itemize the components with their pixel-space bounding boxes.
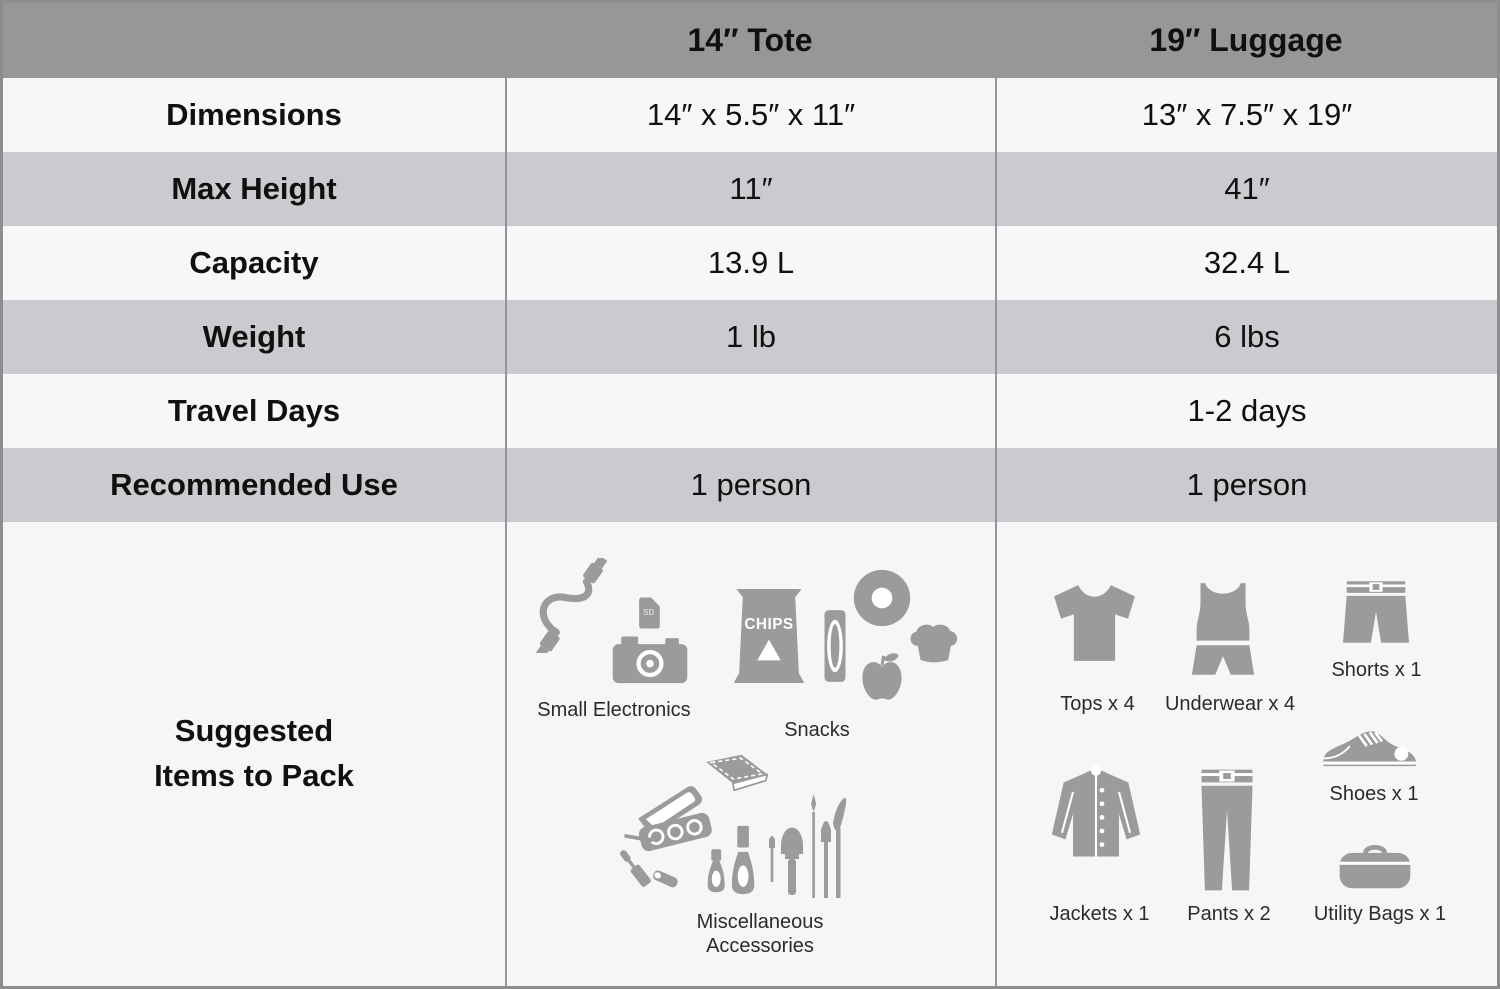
pack-item-label: Shorts x 1 — [1331, 659, 1422, 681]
sneaker-icon — [1323, 731, 1416, 767]
shorts-icon — [1343, 581, 1409, 643]
tote-pack-cell: SD Small Electronics CHIPS Snacks — [505, 522, 995, 986]
tote-travel-days — [505, 374, 995, 448]
pack-item-label: Tops x 4 — [1060, 693, 1135, 715]
header-tote: 14″ Tote — [505, 3, 995, 78]
pack-item-label: Pants x 2 — [1187, 903, 1271, 925]
cell-value: 1-2 days — [1187, 393, 1307, 428]
row-label-travel-days: Travel Days — [3, 374, 505, 448]
luggage-weight: 6 lbs — [995, 300, 1497, 374]
tote-dimensions: 14″ x 5.5″ x 11″ — [505, 78, 995, 152]
pack-item-label: Small Electronics — [537, 699, 691, 721]
header-luggage-label: 19″ Luggage — [1149, 22, 1343, 58]
cell-value: 11″ — [729, 171, 773, 206]
cell-value: 6 lbs — [1214, 319, 1280, 354]
row-label-max-height: Max Height — [3, 152, 505, 226]
pack-item-label: Snacks — [784, 719, 850, 741]
sd-card-icon: SD — [639, 597, 660, 629]
underwear-icon — [1191, 583, 1255, 675]
row-label-dimensions: Dimensions — [3, 78, 505, 152]
chips-bag-icon: CHIPS — [733, 588, 805, 684]
luggage-recommended-use: 1 person — [995, 448, 1497, 522]
luggage-dimensions: 13″ x 7.5″ x 19″ — [995, 78, 1497, 152]
folded-case-icon — [706, 754, 769, 792]
donut-icon — [853, 569, 911, 627]
pack-item-label: Miscellaneous Accessories — [696, 911, 824, 957]
row-label-text: Dimensions — [166, 97, 342, 132]
cell-value: 41″ — [1224, 171, 1270, 206]
cell-value: 1 person — [690, 467, 812, 502]
luggage-capacity: 32.4 L — [995, 226, 1497, 300]
tote-weight: 1 lb — [505, 300, 995, 374]
svg-text:CHIPS: CHIPS — [744, 616, 793, 633]
makeup-palette-icon — [624, 786, 712, 852]
header-luggage: 19″ Luggage — [995, 3, 1497, 78]
pants-icon — [1201, 769, 1253, 891]
usb-cable-icon — [535, 558, 608, 653]
row-label-text: Weight — [202, 319, 306, 354]
tote-max-height: 11″ — [505, 152, 995, 226]
row-label-text: Max Height — [171, 171, 337, 206]
luggage-max-height: 41″ — [995, 152, 1497, 226]
tote-recommended-use: 1 person — [505, 448, 995, 522]
luggage-travel-days: 1-2 days — [995, 374, 1497, 448]
row-label-text: Capacity — [189, 245, 319, 280]
tshirt-icon — [1054, 585, 1135, 661]
row-label-text: Recommended Use — [110, 467, 398, 502]
row-label-weight: Weight — [3, 300, 505, 374]
camera-icon — [612, 636, 688, 684]
cell-value: 1 lb — [726, 319, 776, 354]
cell-value: 32.4 L — [1203, 245, 1291, 280]
muffin-icon — [910, 624, 958, 663]
pack-item-label: Shoes x 1 — [1329, 783, 1419, 805]
makeup-brushes-icon — [769, 794, 847, 898]
header-empty-cell — [3, 3, 505, 78]
apple-icon — [862, 653, 902, 700]
tote-capacity: 13.9 L — [505, 226, 995, 300]
nail-polish-icon — [707, 825, 755, 895]
pack-item-label: Underwear x 4 — [1164, 693, 1296, 715]
row-label-capacity: Capacity — [3, 226, 505, 300]
snack-bar-icon — [824, 610, 846, 682]
svg-text:SD: SD — [643, 608, 654, 617]
row-label-recommended-use: Recommended Use — [3, 448, 505, 522]
pack-item-label: Jackets x 1 — [1049, 903, 1150, 925]
cell-value: 14″ x 5.5″ x 11″ — [646, 97, 856, 132]
mascara-icon — [620, 850, 678, 888]
cell-value: 1 person — [1186, 467, 1308, 502]
header-tote-label: 14″ Tote — [687, 22, 813, 58]
pack-item-label: Utility Bags x 1 — [1313, 903, 1447, 925]
cell-value: 13″ x 7.5″ x 19″ — [1141, 97, 1353, 132]
row-label-text: Travel Days — [167, 393, 341, 428]
cell-value: 13.9 L — [707, 245, 795, 280]
suggested-items-label: Suggested Items to Pack — [154, 713, 354, 793]
jacket-icon — [1051, 766, 1141, 857]
luggage-pack-cell: Tops x 4 Underwear x 4 Shorts x 1 Shoes … — [995, 522, 1497, 986]
row-label-suggested-items: Suggested Items to Pack — [3, 522, 505, 986]
utility-bag-icon — [1339, 844, 1411, 889]
